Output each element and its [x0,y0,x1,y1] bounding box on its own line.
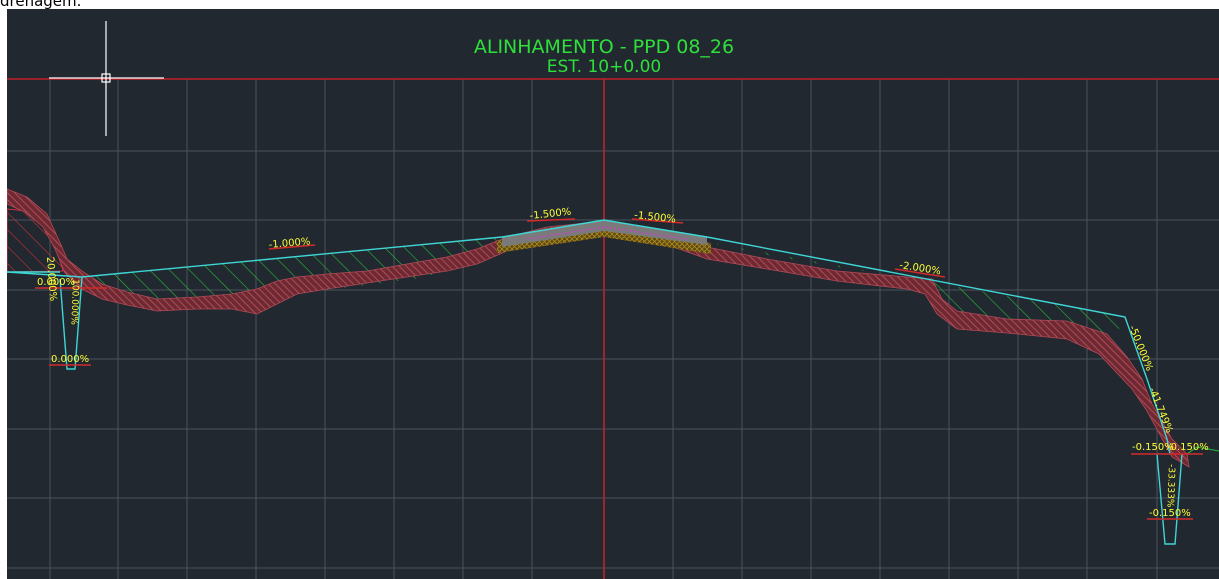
section-title: ALINHAMENTO - PPD 08_26 [474,36,734,58]
fill-area-left [82,237,502,309]
station-label: EST. 10+0.00 [547,57,661,77]
reference-axes [7,78,1219,579]
label-left-shoulder: -1.000% [268,236,311,251]
existing-ground [7,188,1190,468]
page-caption: drenagem. [0,0,82,10]
design-profile [7,219,1183,545]
pavement-magenta-line [526,226,688,240]
label-right-ditch-side: -33.333% [1164,464,1176,508]
slope-labels: -1.500% -1.500% -1.000% -2.000% -50.000%… [35,207,1209,520]
label-right-ditch-top-b: -0.150% [1167,442,1209,453]
label-left-ditch-mid: 100.000% [68,279,80,326]
cross-section-drawing: ALINHAMENTO - PPD 08_26 EST. 10+0.00 [7,21,1219,579]
label-right-ditch-bottom: -0.150% [1149,508,1191,519]
label-left-ditch-bottom: 0.000% [51,354,89,365]
label-left-ditch-slope: 20.000% [44,256,58,301]
label-pave-right: -1.500% [634,210,677,225]
label-pave-left: -1.500% [529,207,572,222]
pavement-layer [502,220,707,247]
cad-viewport[interactable]: ALINHAMENTO - PPD 08_26 EST. 10+0.00 [7,9,1219,579]
fill-area-right [707,242,1125,337]
label-left-ditch-top: 0.000% [37,277,75,288]
label-right-ditch-top-a: -0.150% [1132,442,1174,453]
ground-tail-right [1186,446,1219,455]
crosshair-cursor-icon [49,21,164,136]
